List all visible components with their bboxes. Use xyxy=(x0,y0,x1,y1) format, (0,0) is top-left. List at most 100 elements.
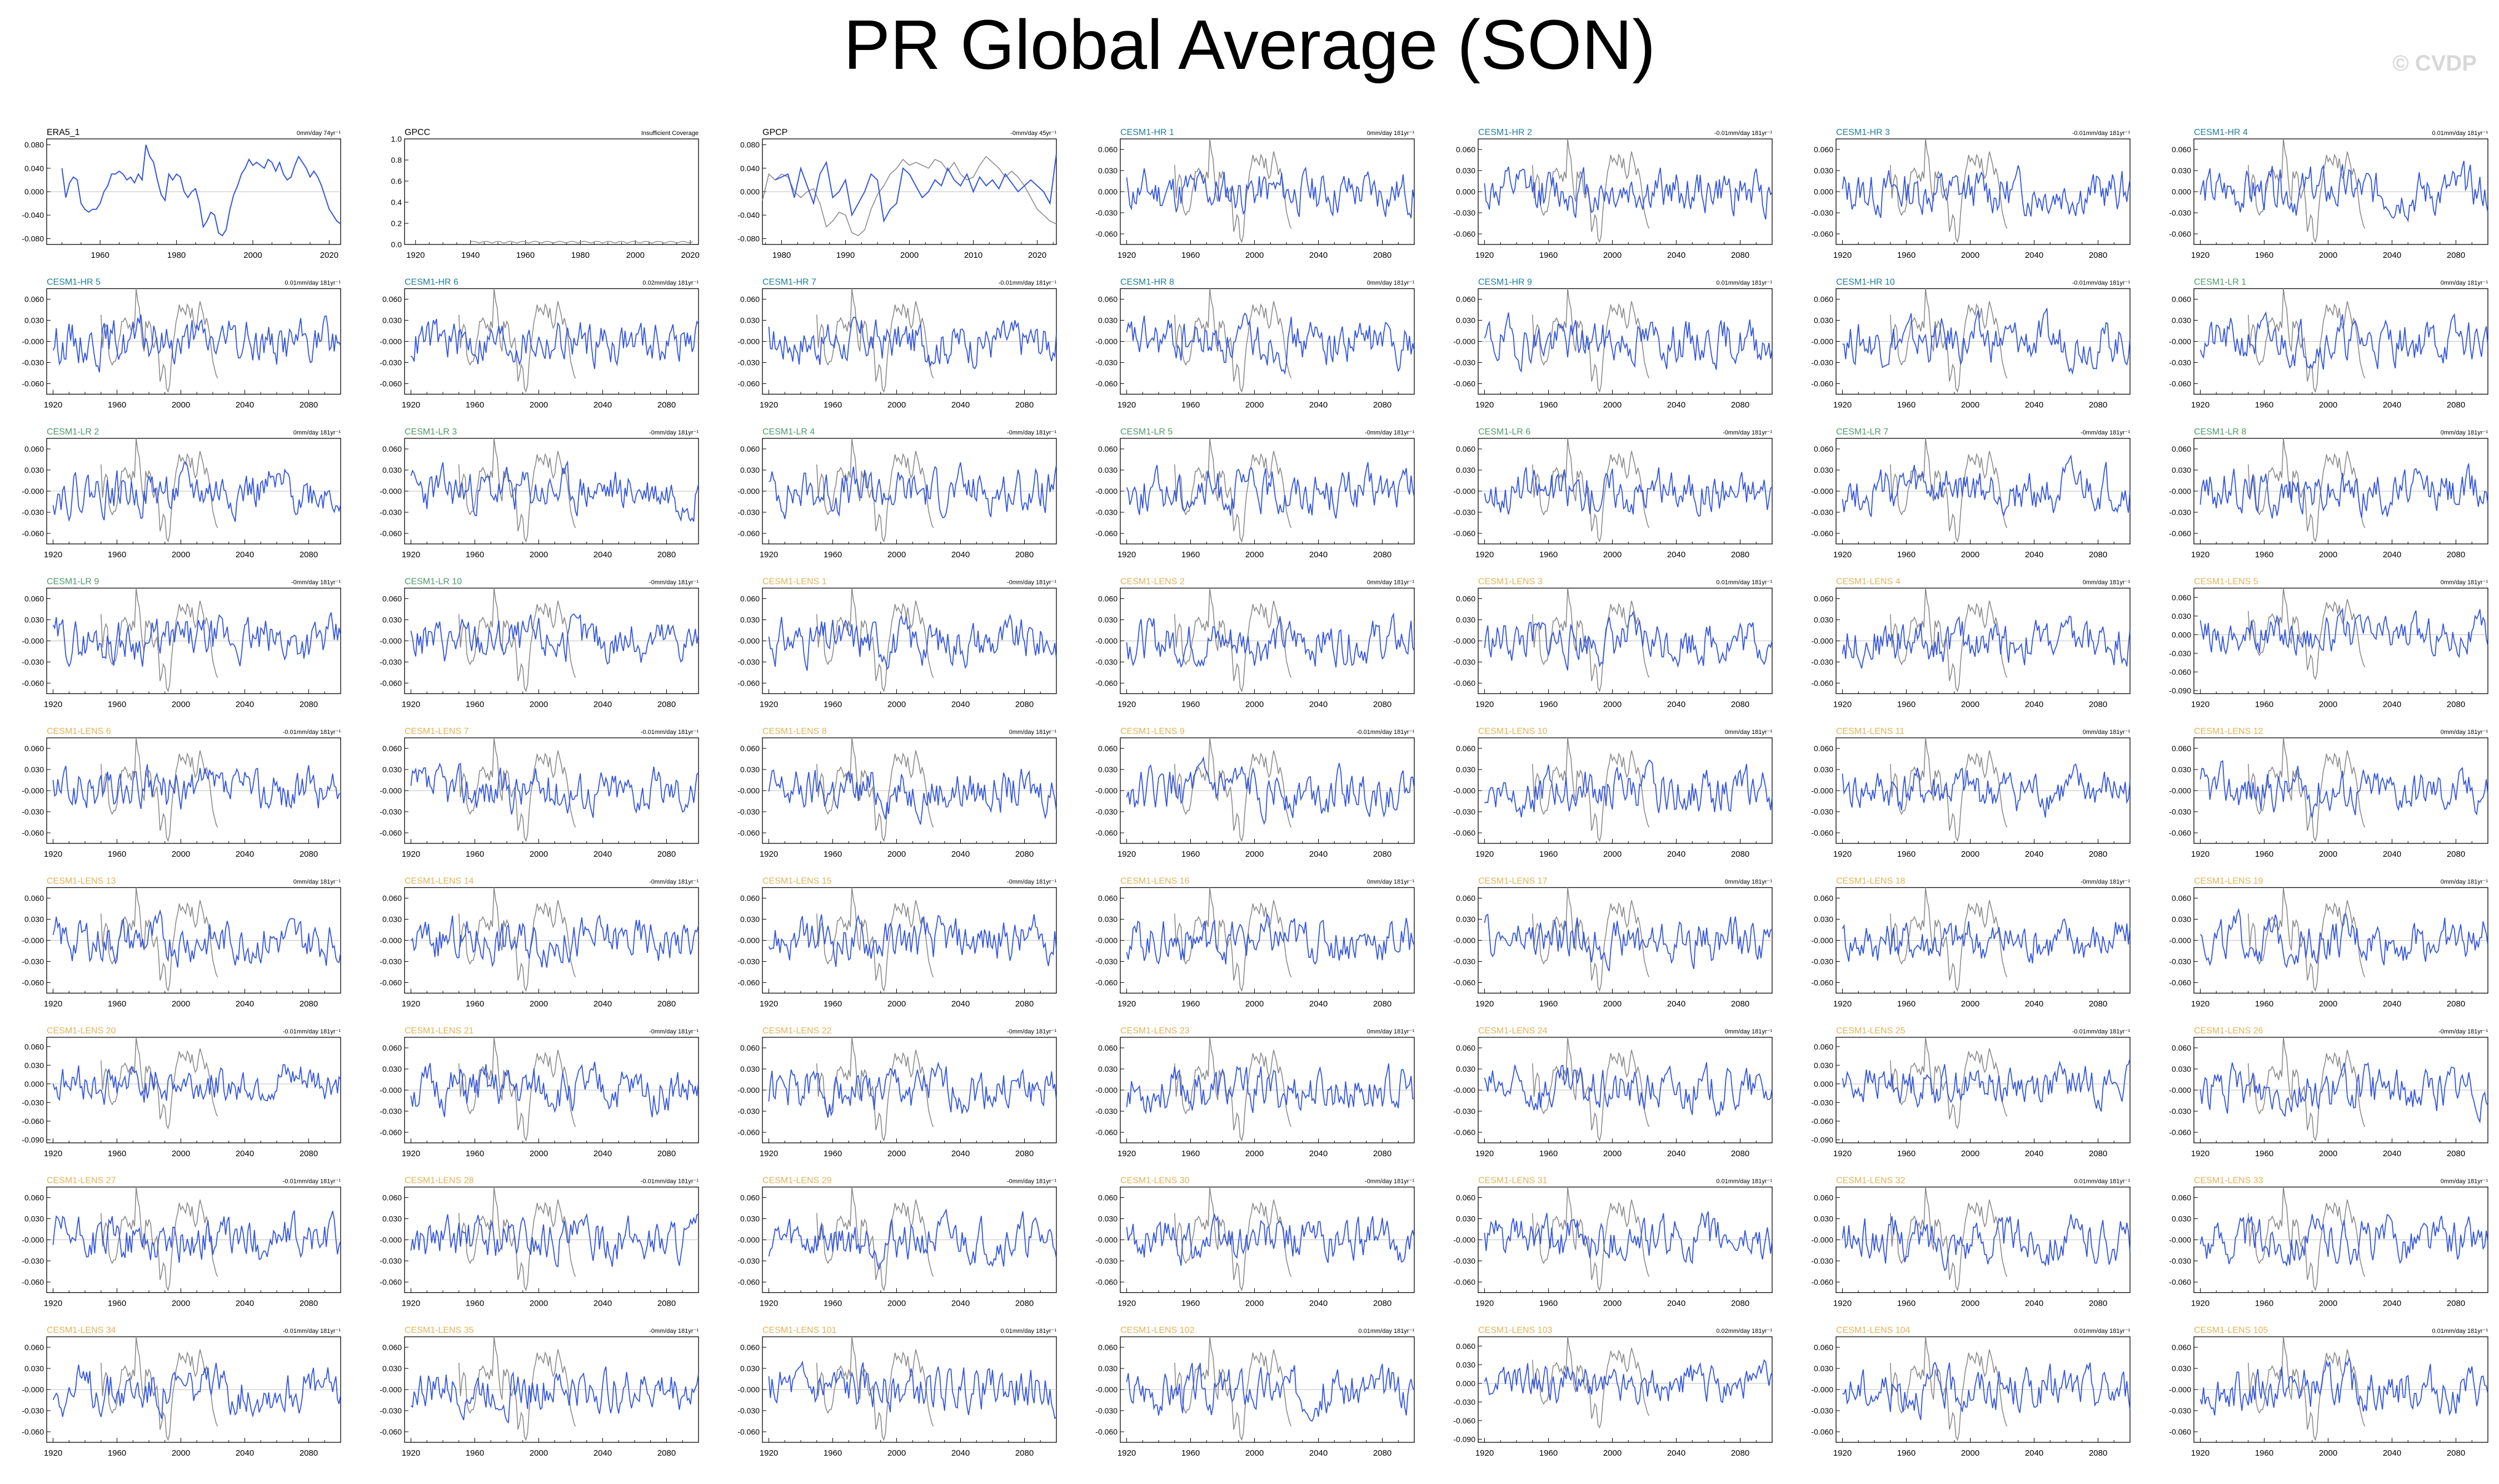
y-tick-label: 0.060 xyxy=(2172,1193,2191,1202)
panel-13: CESM1-LR 1 0mm/day 181yr⁻¹ 0.060 0.030 -0.00… xyxy=(2169,278,2488,410)
y-tick-label: -0.000 xyxy=(380,487,402,496)
y-tick-label: 0.060 xyxy=(382,894,402,903)
x-tick-label: 1960 xyxy=(824,1000,842,1009)
y-tick-label: -0.000 xyxy=(2169,487,2191,496)
series-line xyxy=(768,1360,1057,1419)
series-line xyxy=(2199,607,2488,658)
y-tick-label: -0.060 xyxy=(380,379,402,388)
panel-47: CESM1-LENS 25 -0.01mm/day 181yr⁻¹ 0.060 0.0… xyxy=(1811,1026,2131,1158)
panel-label: CESM1-HR 9 xyxy=(1478,278,1532,287)
x-tick-label: 2080 xyxy=(2089,1448,2107,1458)
y-tick-label: 0.030 xyxy=(2172,316,2191,325)
x-tick-label: 2040 xyxy=(951,401,970,410)
y-tick-label: -0.060 xyxy=(737,529,760,538)
x-tick-label: 2040 xyxy=(951,850,970,859)
series-line xyxy=(2199,907,2488,968)
x-tick-label: 1960 xyxy=(108,1448,126,1458)
x-tick-label: 1920 xyxy=(2191,251,2209,260)
x-tick-label: 1960 xyxy=(1181,1448,1200,1458)
x-tick-label: 2000 xyxy=(530,550,548,559)
trend-label: -0.01mm/day 181yr⁻¹ xyxy=(2072,130,2131,137)
y-tick-label: -0.000 xyxy=(2169,786,2191,795)
x-tick-label: 2080 xyxy=(1373,401,1391,410)
y-tick-label: 0.080 xyxy=(24,141,44,149)
y-tick-label: 0.080 xyxy=(740,141,760,149)
y-tick-label: 0.000 xyxy=(1814,187,1833,196)
series-line xyxy=(768,316,1057,369)
series-line xyxy=(1842,308,2131,375)
y-tick-label: 0.000 xyxy=(1456,1379,1475,1388)
y-tick-label: 0.030 xyxy=(740,765,760,774)
trend-label: 0mm/day 181yr⁻¹ xyxy=(293,429,341,436)
x-tick-label: 2040 xyxy=(2383,401,2401,410)
x-tick-label: 2000 xyxy=(887,1149,906,1158)
y-tick-label: 0.040 xyxy=(24,164,44,173)
observation-overlay-line xyxy=(1174,288,1292,393)
y-tick-label: 0.060 xyxy=(382,1043,402,1052)
x-tick-label: 2080 xyxy=(1015,700,1034,709)
x-tick-label: 2040 xyxy=(2025,700,2043,709)
y-tick-label: -0.030 xyxy=(22,658,44,667)
x-tick-label: 1940 xyxy=(461,251,480,260)
y-tick-label: -0.030 xyxy=(1453,807,1475,816)
x-tick-label: 2080 xyxy=(300,700,318,709)
series-line xyxy=(61,144,341,237)
y-tick-label: 0.030 xyxy=(740,1065,760,1073)
x-tick-label: 2080 xyxy=(2089,1149,2107,1158)
series-line xyxy=(52,461,341,522)
y-tick-label: -0.000 xyxy=(380,337,402,346)
panel-33: CESM1-LENS 11 0mm/day 181yr⁻¹ 0.060 0.030 -0… xyxy=(1811,727,2131,859)
y-tick-label: -0.060 xyxy=(737,679,760,688)
y-tick-label: 0.060 xyxy=(1456,295,1475,304)
x-tick-label: 2040 xyxy=(2383,1448,2401,1458)
y-tick-label: 0.6 xyxy=(391,177,402,186)
panel-21: CESM1-LR 9 -0mm/day 181yr⁻¹ 0.060 0.030 -0.0… xyxy=(22,577,341,709)
y-tick-label: 0.030 xyxy=(24,1215,44,1223)
panel-16: CESM1-LR 4 -0mm/day 181yr⁻¹ 0.060 0.030 -0.0… xyxy=(737,427,1057,559)
y-tick-label: -0.030 xyxy=(1811,208,1833,217)
x-tick-label: 2080 xyxy=(1731,1149,1749,1158)
y-tick-label: 0.060 xyxy=(740,1043,760,1052)
panel-label: CESM1-LR 3 xyxy=(405,427,457,437)
series-line xyxy=(1842,615,2131,669)
series-line xyxy=(52,909,341,968)
series-line xyxy=(410,318,699,369)
y-tick-label: -0.030 xyxy=(380,957,402,966)
y-tick-label: -0.060 xyxy=(737,828,760,837)
x-tick-label: 2000 xyxy=(2319,1299,2337,1308)
y-tick-label: -0.060 xyxy=(380,679,402,688)
x-tick-label: 2000 xyxy=(887,850,906,859)
x-tick-label: 2040 xyxy=(1667,1448,1685,1458)
observation-overlay-line xyxy=(101,288,218,393)
series-line xyxy=(1842,165,2131,218)
x-tick-label: 2080 xyxy=(2447,251,2465,260)
observation-overlay-line xyxy=(816,887,934,992)
x-tick-label: 2080 xyxy=(657,401,676,410)
y-tick-label: -0.060 xyxy=(1811,229,1833,238)
y-tick-label: -0.060 xyxy=(22,1278,44,1287)
x-tick-label: 2000 xyxy=(1961,1149,1979,1158)
x-tick-label: 2080 xyxy=(1015,550,1034,559)
x-tick-label: 2040 xyxy=(1667,1299,1685,1308)
x-tick-label: 1960 xyxy=(466,1000,484,1009)
x-tick-label: 2040 xyxy=(236,1448,254,1458)
x-tick-label: 2040 xyxy=(236,1299,254,1308)
y-tick-label: 0.030 xyxy=(1814,166,1833,175)
y-tick-label: 0.060 xyxy=(24,1193,44,1202)
x-tick-label: 2000 xyxy=(530,401,548,410)
y-tick-label: 0.030 xyxy=(740,1364,760,1373)
y-tick-label: -0.060 xyxy=(1811,1117,1833,1126)
x-tick-label: 1920 xyxy=(402,1000,420,1009)
observation-overlay-line xyxy=(101,438,218,543)
panel-label: CESM1-LENS 101 xyxy=(762,1326,836,1335)
y-tick-label: 0.060 xyxy=(740,295,760,304)
y-tick-label: -0.030 xyxy=(737,508,760,517)
panel-14: CESM1-LR 2 0mm/day 181yr⁻¹ 0.060 0.030 -0.00… xyxy=(22,427,341,559)
y-tick-label: -0.000 xyxy=(1811,1236,1833,1245)
x-tick-label: 1920 xyxy=(1475,401,1494,410)
x-tick-label: 2000 xyxy=(1961,850,1979,859)
series-line xyxy=(2199,463,2488,519)
trend-label: -0mm/day 181yr⁻¹ xyxy=(1007,1178,1056,1185)
panel-label: CESM1-LENS 2 xyxy=(1120,577,1185,587)
panel-32: CESM1-LENS 10 0mm/day 181yr⁻¹ 0.060 0.030 -0… xyxy=(1453,727,1773,859)
